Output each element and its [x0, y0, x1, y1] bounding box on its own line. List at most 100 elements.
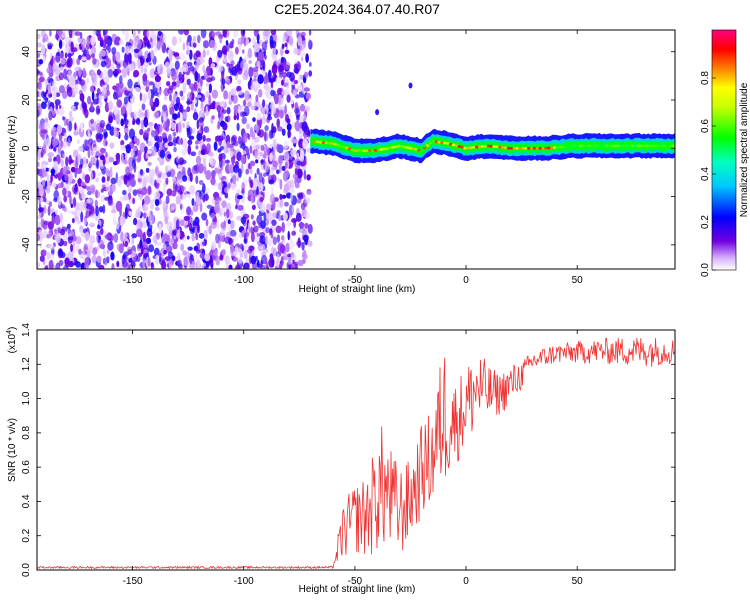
noise-cell	[170, 202, 177, 210]
noise-cell	[281, 165, 286, 171]
noise-cell	[268, 179, 275, 185]
noise-cell	[284, 170, 290, 179]
noise-cell	[155, 127, 160, 137]
noise-cell	[96, 108, 101, 114]
y-tick-label: 0.4	[21, 494, 32, 508]
noise-cell	[143, 38, 150, 46]
noise-cell	[154, 191, 161, 200]
noise-cell	[277, 94, 282, 106]
noise-cell	[76, 58, 81, 66]
noise-cell	[83, 243, 88, 251]
noise-cell	[252, 117, 256, 122]
noise-cell	[95, 150, 100, 156]
spectrogram-frame	[36, 29, 676, 270]
noise-cell	[55, 108, 60, 116]
noise-cell	[186, 206, 192, 216]
signal-peak	[463, 146, 467, 150]
y-tick-label: 40	[21, 46, 32, 58]
noise-cell	[169, 238, 175, 246]
noise-cell	[230, 88, 237, 96]
noise-cell	[59, 52, 65, 59]
noise-cell	[169, 168, 176, 178]
noise-cell	[124, 133, 129, 141]
noise-cell	[305, 197, 311, 204]
scale-note-exponent: 4	[6, 330, 13, 334]
noise-cell	[105, 123, 112, 131]
noise-cell	[122, 30, 126, 36]
noise-cell	[159, 36, 164, 47]
noise-cell	[156, 241, 162, 246]
noise-cell	[147, 161, 152, 166]
noise-cell	[150, 49, 155, 60]
noise-cell	[177, 138, 181, 146]
noise-cell	[134, 135, 138, 143]
scale-note-suffix: )	[7, 327, 18, 330]
noise-cell	[165, 177, 169, 185]
noise-cell	[51, 128, 57, 138]
noise-cell	[92, 247, 98, 256]
noise-cell	[187, 139, 193, 146]
noise-cell	[228, 44, 234, 49]
noise-cell	[245, 168, 250, 175]
noise-cell	[92, 30, 97, 36]
noise-cell	[196, 132, 203, 142]
noise-cell	[231, 38, 235, 45]
noise-cell	[283, 89, 290, 96]
noise-cell	[249, 145, 253, 154]
noise-cell	[209, 151, 214, 157]
noise-cell	[255, 94, 259, 103]
noise-cell	[252, 67, 259, 72]
noise-cell	[236, 195, 243, 200]
noise-cell	[186, 44, 190, 52]
signal-peak	[440, 141, 444, 144]
signal-peak	[411, 147, 415, 151]
noise-cell	[151, 32, 157, 38]
noise-cell	[196, 119, 200, 130]
noise-cell	[244, 90, 250, 101]
signal-peak	[544, 146, 548, 150]
noise-cell	[125, 65, 130, 73]
signal-peak	[645, 144, 649, 148]
noise-cell	[50, 168, 56, 175]
signal-peak	[657, 144, 661, 148]
noise-cell	[125, 110, 128, 119]
noise-cell	[42, 250, 47, 255]
noise-cell	[105, 168, 110, 173]
noise-cell	[192, 205, 199, 213]
noise-cell	[219, 36, 222, 44]
noise-cell	[147, 89, 152, 100]
noise-cell	[57, 144, 62, 154]
noise-cell	[230, 243, 235, 253]
noise-cell	[209, 157, 213, 165]
noise-cell	[290, 149, 296, 157]
noise-cell	[61, 90, 68, 99]
signal-peak	[581, 144, 586, 148]
signal-peak	[454, 144, 459, 148]
noise-cell	[264, 235, 268, 246]
noise-cell	[288, 239, 295, 250]
signal-peak	[425, 144, 430, 147]
noise-cell	[127, 186, 133, 193]
noise-cell	[147, 127, 151, 132]
noise-cell	[142, 221, 148, 229]
noise-cell	[64, 47, 68, 53]
signal-peak	[362, 149, 366, 153]
noise-cell	[112, 215, 116, 226]
noise-cell	[91, 90, 95, 101]
noise-cell	[176, 155, 179, 163]
noise-cell	[43, 197, 47, 203]
noise-cell	[100, 60, 107, 68]
noise-cell	[99, 147, 106, 154]
noise-cell	[196, 259, 201, 267]
noise-cell	[255, 144, 261, 150]
signal-peak	[573, 144, 577, 148]
noise-cell	[230, 229, 237, 237]
noise-cell	[208, 83, 212, 94]
noise-cell	[81, 56, 88, 61]
noise-cell	[263, 75, 269, 86]
noise-cell	[169, 106, 175, 115]
noise-cell	[211, 89, 219, 99]
noise-cell	[263, 172, 267, 177]
noise-cell	[129, 171, 133, 182]
signal-peak	[342, 145, 346, 149]
